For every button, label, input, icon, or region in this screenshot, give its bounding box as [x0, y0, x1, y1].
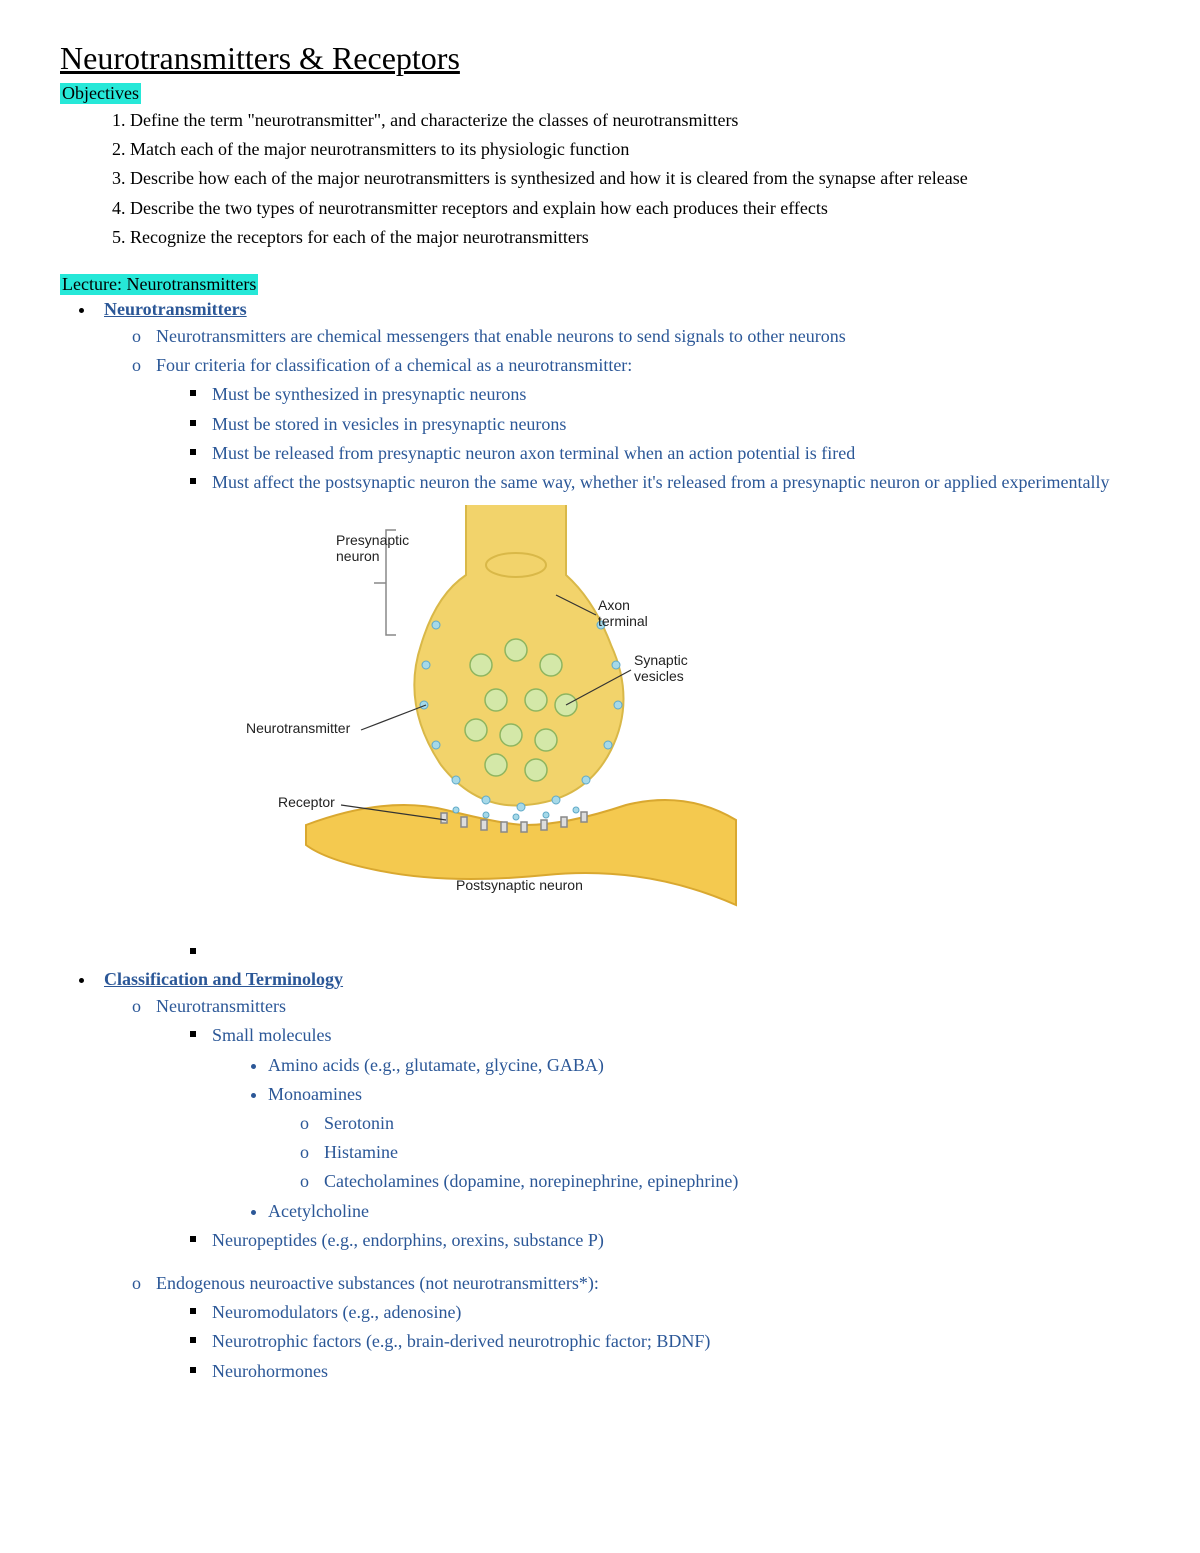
- list-item: Neurotransmitters Small molecules Amino …: [156, 994, 1140, 1253]
- label-presynaptic-2: neuron: [336, 548, 380, 564]
- small-molecules-label: Small molecules: [212, 1025, 331, 1045]
- list-item: Amino acids (e.g., glutamate, glycine, G…: [268, 1053, 1140, 1078]
- list-item: Four criteria for classification of a ch…: [156, 353, 1140, 495]
- list-item: Neurohormones: [212, 1359, 1140, 1384]
- label-axon-2: terminal: [598, 613, 648, 629]
- label-vesicles-2: vesicles: [634, 668, 684, 684]
- list-item: Acetylcholine: [268, 1199, 1140, 1224]
- objectives-heading: Objectives: [60, 83, 1140, 104]
- nt-label: Neurotransmitters: [156, 996, 286, 1016]
- label-postsynaptic: Postsynaptic neuron: [456, 877, 583, 893]
- lecture-label: Lecture: Neurotransmitters: [60, 274, 258, 295]
- criteria-item: Must be released from presynaptic neuron…: [212, 441, 1140, 466]
- label-axon: Axon: [598, 597, 630, 613]
- label-presynaptic: Presynaptic: [336, 532, 409, 548]
- section-heading-neurotransmitters: Neurotransmitters: [104, 299, 247, 319]
- main-list: Neurotransmitters Neurotransmitters are …: [60, 299, 1140, 1384]
- criteria-item: Must affect the postsynaptic neuron the …: [212, 470, 1140, 495]
- list-item: Endogenous neuroactive substances (not n…: [156, 1271, 1140, 1384]
- list-item: Neurotrophic factors (e.g., brain-derive…: [212, 1329, 1140, 1354]
- endogenous-label: Endogenous neuroactive substances (not n…: [156, 1273, 599, 1293]
- list-item: Small molecules Amino acids (e.g., gluta…: [212, 1023, 1140, 1223]
- list-item: Serotonin: [324, 1111, 1140, 1136]
- page-title: Neurotransmitters & Receptors: [60, 40, 1140, 77]
- section-heading-classification: Classification and Terminology: [104, 969, 343, 989]
- objective-item: Define the term "neurotransmitter", and …: [130, 108, 1140, 133]
- objectives-list: Define the term "neurotransmitter", and …: [60, 108, 1140, 250]
- label-vesicles: Synaptic: [634, 652, 688, 668]
- criteria-item: Must be stored in vesicles in presynapti…: [212, 412, 1140, 437]
- list-item: Histamine: [324, 1140, 1140, 1165]
- objective-item: Recognize the receptors for each of the …: [130, 225, 1140, 250]
- label-receptor: Receptor: [278, 794, 335, 810]
- label-nt: Neurotransmitter: [246, 720, 351, 736]
- list-item: Monoamines Serotonin Histamine Catechola…: [268, 1082, 1140, 1195]
- objective-item: Match each of the major neurotransmitter…: [130, 137, 1140, 162]
- monoamines-label: Monoamines: [268, 1084, 362, 1104]
- list-item: Neuropeptides (e.g., endorphins, orexins…: [212, 1228, 1140, 1253]
- empty-bullet: [212, 940, 1140, 965]
- objective-item: Describe the two types of neurotransmitt…: [130, 196, 1140, 221]
- criteria-item: Must be synthesized in presynaptic neuro…: [212, 382, 1140, 407]
- lecture-heading: Lecture: Neurotransmitters: [60, 274, 1140, 295]
- list-item: Catecholamines (dopamine, norepinephrine…: [324, 1169, 1140, 1194]
- objectives-label: Objectives: [60, 83, 141, 104]
- list-item: Neuromodulators (e.g., adenosine): [212, 1300, 1140, 1325]
- list-item: Neurotransmitters are chemical messenger…: [156, 324, 1140, 349]
- synapse-diagram: Presynaptic neuron Axon terminal Synapti…: [246, 505, 1140, 930]
- criteria-intro: Four criteria for classification of a ch…: [156, 355, 632, 375]
- objective-item: Describe how each of the major neurotran…: [130, 166, 1140, 191]
